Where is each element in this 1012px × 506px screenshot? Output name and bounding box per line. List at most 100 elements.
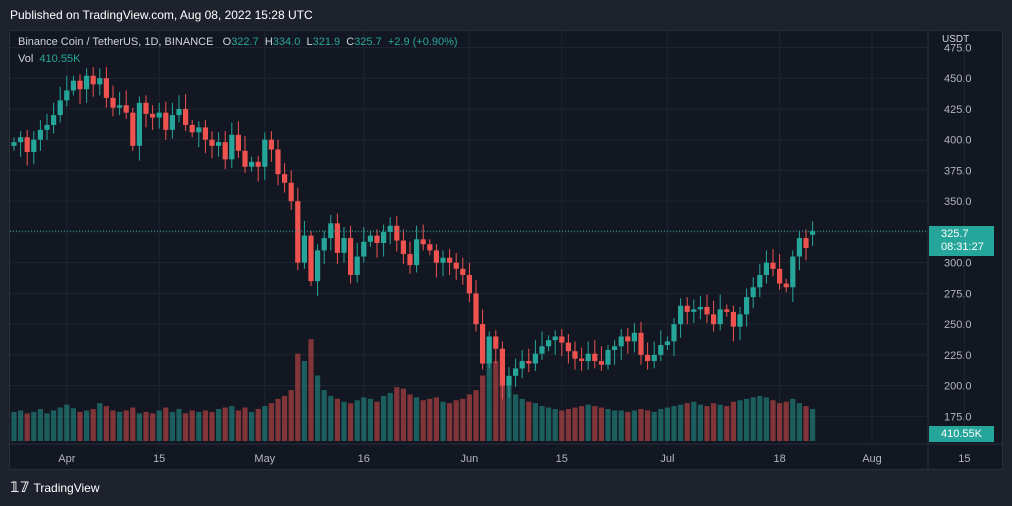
candle-body [579,358,585,362]
candle-body [328,223,334,239]
x-tick-label: 15 [556,453,568,465]
candle-body [70,80,76,91]
volume-bar [183,413,189,441]
close-value: 325.7 [354,36,382,48]
volume-bar [704,406,710,441]
current-price-value: 325.7 [941,228,969,240]
candle-body [31,139,37,152]
low-key: L [306,36,313,48]
volume-bar [242,407,248,441]
volume-bar [222,407,228,441]
volume-bar [803,406,809,441]
volume-bar [11,411,17,441]
candle-body [638,332,644,355]
volume-bar [440,401,446,441]
tradingview-logo[interactable]: 𝟙𝟟 TradingView [10,480,100,496]
y-tick-label: 375.0 [944,165,972,177]
y-tick-label: 175.0 [944,411,972,423]
volume-bar [585,404,591,441]
volume-bar [612,410,618,441]
candle-body [367,235,373,242]
volume-bar [711,403,717,441]
volume-bar [796,403,802,441]
candle-body [97,78,103,85]
x-tick-label: May [254,453,275,465]
volume-bar [341,401,347,441]
volume-bar [169,411,175,441]
candle-body [163,112,169,130]
candle-body [334,223,340,253]
candle-body [480,324,486,364]
candle-body [110,97,116,108]
candle-body [453,262,459,269]
candle-body [394,225,400,241]
candle-body [51,115,57,125]
y-tick-label: 300.0 [944,258,972,270]
candle-body [691,309,697,312]
volume-bar [460,398,466,441]
volume-bar [519,398,525,441]
candle-body [704,306,710,315]
candle-body [130,112,136,146]
x-tick-label: 16 [358,453,370,465]
candle-body [136,102,142,146]
volume-bar [308,339,314,441]
volume-bar [130,407,136,441]
tradingview-brand: TradingView [33,481,100,495]
candle-body [24,137,30,152]
candle-body [229,134,235,160]
candle-body [156,112,162,118]
low-value: 321.9 [312,36,341,48]
candle-body [143,102,149,114]
volume-bar [658,408,664,441]
volume-bar [506,385,512,441]
candle-body [103,78,109,98]
candle-body [572,351,578,359]
high-value: 334.0 [272,36,301,48]
candle-body [249,161,255,167]
volume-bar [513,394,519,441]
y-tick-label: 200.0 [944,381,972,393]
candle-body [176,108,182,116]
candle-body [757,274,763,288]
candle-body [605,349,611,365]
volume-bar [18,410,24,441]
candle-body [301,235,307,263]
x-tick-label: 18 [773,453,785,465]
volume-bar [202,410,208,441]
candle-body [282,174,288,183]
volume-bar [315,375,321,441]
volume-bar [737,400,743,441]
candle-body [440,257,446,263]
volume-bar [103,406,109,441]
volume-bar [295,353,301,441]
volume-bar [77,411,83,441]
change-value: +2.9 (+0.90%) [387,36,458,48]
volume-bar [790,398,796,441]
chart-frame[interactable] [9,30,1003,470]
candle-body [625,336,631,342]
candle-body [618,336,624,347]
volume-bar [328,395,334,441]
volume-bar [486,353,492,441]
volume-bar [216,408,222,441]
volume-bar [717,404,723,441]
volume-bar [209,411,215,441]
candle-body [354,256,360,275]
candle-body [64,90,70,101]
price-axis-unit: USDT [942,34,970,45]
candle-body [37,129,43,140]
volume-bar [592,406,598,441]
published-info: Published on TradingView.com, Aug 08, 20… [10,8,313,22]
candle-body [255,161,261,167]
close-key: C [346,36,355,48]
candle-body [724,309,730,312]
candle-body [202,127,208,140]
candle-body [420,239,426,245]
candle-body [539,346,545,354]
candle-body [315,250,321,282]
candle-body [242,150,248,167]
candle-body [183,108,189,125]
volume-bar [64,404,70,441]
